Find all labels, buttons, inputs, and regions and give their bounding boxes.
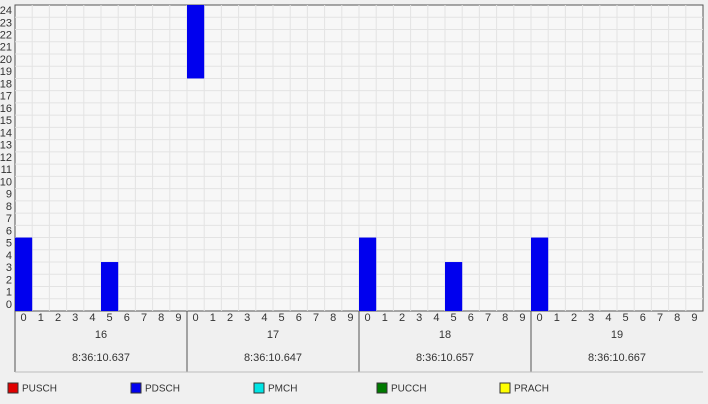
subframe-label: 9 [347, 312, 353, 324]
y-tick-label: 1 [6, 287, 12, 299]
y-tick-label: 8 [6, 201, 12, 213]
subframe-label: 8 [330, 312, 336, 324]
y-tick-label: 10 [0, 176, 12, 188]
subframe-label: 5 [107, 312, 113, 324]
subframe-label: 7 [141, 312, 147, 324]
y-tick-label: 24 [0, 5, 12, 17]
frame-time: 8:36:10.637 [72, 352, 130, 364]
resource-block [445, 262, 463, 311]
subframe-label: 8 [674, 312, 680, 324]
y-tick-label: 14 [0, 127, 12, 139]
subframe-label: 8 [502, 312, 508, 324]
resource-block [15, 237, 33, 311]
resource-block [359, 237, 377, 311]
resource-block [101, 262, 119, 311]
y-tick-label: 13 [0, 140, 12, 152]
legend-swatch [7, 382, 19, 394]
subframe-label: 2 [571, 312, 577, 324]
y-tick-label: 7 [6, 213, 12, 225]
subframe-label: 0 [21, 312, 27, 324]
subframe-label: 4 [605, 312, 611, 324]
subframe-label: 5 [623, 312, 629, 324]
legend-label: PMCH [268, 384, 297, 395]
frame-time: 8:36:10.647 [244, 352, 302, 364]
y-tick-label: 0 [6, 299, 12, 311]
subframe-label: 7 [657, 312, 663, 324]
y-tick-label: 23 [0, 17, 12, 29]
y-tick-label: 4 [6, 250, 12, 262]
subframe-label: 3 [416, 312, 422, 324]
y-tick-label: 18 [0, 78, 12, 90]
subframe-label: 8 [158, 312, 164, 324]
subframe-label: 5 [279, 312, 285, 324]
subframe-label: 9 [175, 312, 181, 324]
subframe-label: 6 [296, 312, 302, 324]
y-tick-label: 12 [0, 152, 12, 164]
y-tick-label: 2 [6, 274, 12, 286]
y-tick-label: 15 [0, 115, 12, 127]
subframe-label: 1 [554, 312, 560, 324]
legend-swatch [130, 382, 142, 394]
legend-label: PDSCH [145, 384, 180, 395]
frame-number: 17 [267, 329, 279, 341]
subframe-label: 4 [89, 312, 95, 324]
subframe-label: 0 [365, 312, 371, 324]
legend-swatch [376, 382, 388, 394]
frame-time: 8:36:10.657 [416, 352, 474, 364]
legend-label: PUSCH [22, 384, 57, 395]
subframe-label: 0 [193, 312, 199, 324]
frame-number: 16 [95, 329, 107, 341]
subframe-label: 0 [537, 312, 543, 324]
y-tick-label: 19 [0, 66, 12, 78]
y-tick-label: 22 [0, 30, 12, 42]
subframe-label: 1 [210, 312, 216, 324]
subframe-label: 9 [691, 312, 697, 324]
y-tick-label: 20 [0, 54, 12, 66]
legend-swatch [499, 382, 511, 394]
legend-label: PRACH [514, 384, 549, 395]
frame-time: 8:36:10.667 [588, 352, 646, 364]
subframe-label: 7 [485, 312, 491, 324]
subframe-label: 1 [38, 312, 44, 324]
subframe-label: 3 [588, 312, 594, 324]
y-tick-label: 21 [0, 42, 12, 54]
subframe-label: 2 [55, 312, 61, 324]
frame-number: 19 [611, 329, 623, 341]
y-tick-label: 6 [6, 225, 12, 237]
legend-swatch [253, 382, 265, 394]
subframe-label: 4 [261, 312, 267, 324]
subframe-label: 3 [72, 312, 78, 324]
resource-block [187, 5, 205, 79]
subframe-label: 6 [468, 312, 474, 324]
y-tick-label: 3 [6, 262, 12, 274]
subframe-label: 1 [382, 312, 388, 324]
subframe-label: 3 [244, 312, 250, 324]
subframe-label: 2 [399, 312, 405, 324]
subframe-label: 6 [124, 312, 130, 324]
y-tick-label: 17 [0, 91, 12, 103]
subframe-label: 5 [451, 312, 457, 324]
y-tick-label: 16 [0, 103, 12, 115]
subframe-label: 4 [433, 312, 439, 324]
subframe-label: 7 [313, 312, 319, 324]
subframe-label: 6 [640, 312, 646, 324]
frame-number: 18 [439, 329, 451, 341]
y-tick-label: 9 [6, 189, 12, 201]
subframe-label: 2 [227, 312, 233, 324]
y-tick-label: 11 [1, 164, 12, 176]
legend-label: PUCCH [391, 384, 427, 395]
subframe-label: 9 [519, 312, 525, 324]
y-tick-label: 5 [6, 238, 12, 250]
resource-block [531, 237, 549, 311]
